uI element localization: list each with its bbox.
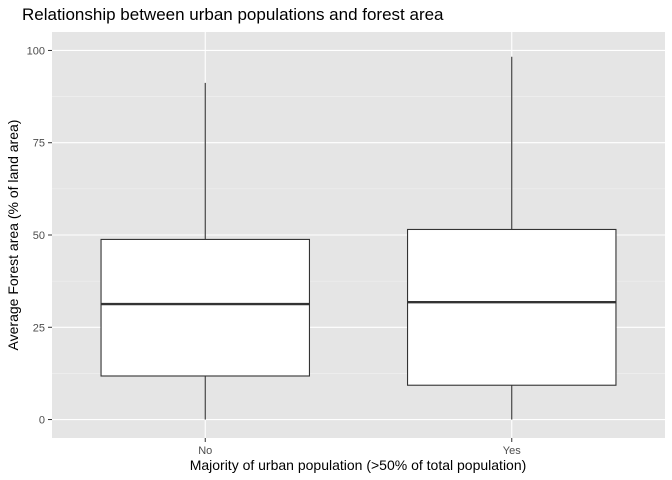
box-no: [100, 82, 311, 420]
x-axis-ticks: No Yes: [198, 438, 521, 457]
box-iqr: [406, 228, 617, 386]
x-axis-title: Majority of urban population (>50% of to…: [190, 457, 527, 473]
y-tick-label: 25: [33, 322, 45, 334]
y-axis-title: Average Forest area (% of land area): [5, 120, 21, 351]
boxes: [100, 56, 617, 420]
box-iqr: [100, 238, 311, 377]
y-tick-label: 100: [27, 45, 45, 57]
y-axis-ticks: 0 25 50 75 100: [27, 45, 52, 427]
x-tick-label: No: [198, 445, 212, 457]
y-tick-label: 50: [33, 230, 45, 242]
y-tick-label: 0: [39, 415, 45, 427]
chart-title: Relationship between urban populations a…: [22, 5, 444, 24]
y-tick-label: 75: [33, 138, 45, 150]
x-tick-label: Yes: [503, 445, 521, 457]
box-yes: [406, 56, 617, 420]
